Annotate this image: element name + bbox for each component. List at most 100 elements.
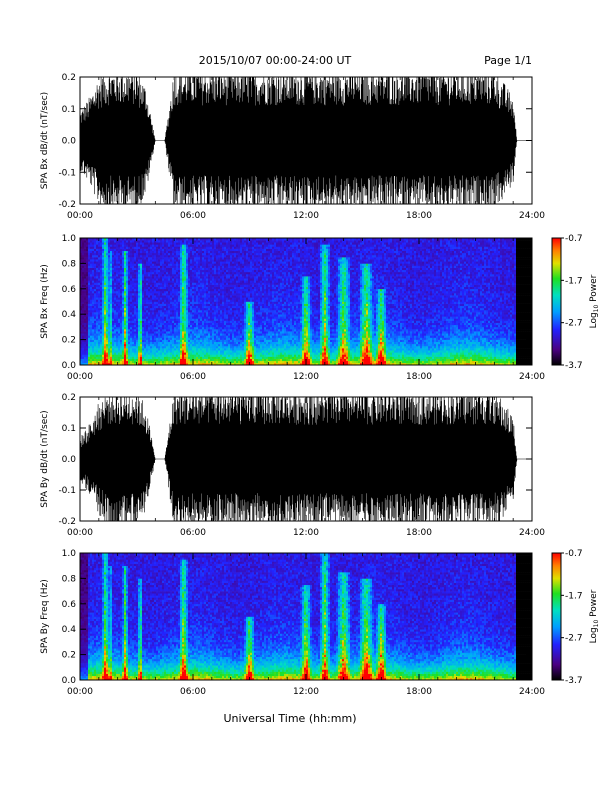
bx-spec-cell: [176, 240, 178, 242]
bx-spec-cell: [112, 327, 114, 329]
bx-spec-cell: [160, 325, 162, 327]
bx-spec-cell: [214, 257, 216, 259]
bx-spec-cell: [114, 316, 116, 318]
bx-spec-cell: [190, 310, 192, 312]
bx-spec-cell: [188, 274, 190, 276]
bx-spec-cell: [108, 280, 110, 282]
bx-spec-cell: [232, 316, 234, 318]
bx-spec-cell: [134, 321, 136, 323]
bx-spec-cell: [96, 244, 98, 246]
bx-spec-cell: [118, 357, 120, 359]
bx-spec-cell: [238, 327, 240, 329]
bx-spec-cell: [168, 361, 170, 363]
bx-spec-cell: [154, 261, 156, 263]
bx-spec-cell: [136, 354, 138, 356]
bx-spec-cell: [192, 335, 194, 337]
bx-spec-cell: [218, 278, 220, 280]
bx-spec-cell: [230, 318, 232, 320]
bx-spec-cell: [196, 244, 198, 246]
bx-spec-cell: [144, 329, 146, 331]
bx-spec-cell: [92, 287, 94, 289]
bx-spec-cell: [144, 251, 146, 253]
bx-spec-cell: [136, 285, 138, 287]
bx-spec-cell: [166, 318, 168, 320]
bx-spec-cell: [98, 329, 100, 331]
bx-spec-cell: [144, 304, 146, 306]
bx-spec-cell: [168, 274, 170, 276]
bx-spec-cell: [206, 335, 208, 337]
bx-spec-cell: [202, 329, 204, 331]
bx-spec-cell: [90, 253, 92, 255]
bx-spec-cell: [210, 337, 212, 339]
bx-spec-cell: [116, 251, 118, 253]
bx-spec-cell: [132, 318, 134, 320]
bx-spec-cell: [98, 289, 100, 291]
bx-spec-cell: [238, 350, 240, 352]
bx-spec-cell: [96, 270, 98, 272]
bx-spec-cell: [114, 287, 116, 289]
bx-spec-cell: [190, 325, 192, 327]
bx-spec-cell: [146, 346, 148, 348]
bx-spec-cell: [240, 285, 242, 287]
bx-spec-cell: [128, 261, 130, 263]
bx-spec-cell: [142, 293, 144, 295]
bx-spec-cell: [126, 240, 128, 242]
bx-spec-cell: [218, 302, 220, 304]
bx-spec-cell: [226, 276, 228, 278]
bx-spec-cell: [190, 287, 192, 289]
bx-spec-cell: [172, 350, 174, 352]
bx-spec-cell: [240, 331, 242, 333]
bx-spec-cell: [164, 287, 166, 289]
bx-spec-cell: [182, 306, 184, 308]
bx-spec-cell: [138, 350, 140, 352]
bx-spec-cell: [188, 316, 190, 318]
bx-spec-cell: [130, 354, 132, 356]
bx-spec-cell: [134, 352, 136, 354]
bx-spec-cell: [110, 255, 112, 257]
bx-spec-cell: [124, 259, 126, 261]
bx-spec-cell: [90, 337, 92, 339]
bx-spec-cell: [132, 335, 134, 337]
bx-spec-cell: [144, 306, 146, 308]
bx-spec-cell: [94, 344, 96, 346]
bx-spec-cell: [236, 359, 238, 361]
bx-spec-cell: [100, 280, 102, 282]
bx-spec-cell: [172, 312, 174, 314]
bx-spec-cell: [100, 331, 102, 333]
bx-spec-cell: [104, 259, 106, 261]
bx-spec-cell: [166, 297, 168, 299]
bx-spec-cell: [110, 297, 112, 299]
bx-spec-cell: [204, 316, 206, 318]
bx-spec-cell: [92, 344, 94, 346]
bx-spec-cell: [152, 266, 154, 268]
bx-spec-cell: [128, 263, 130, 265]
bx-spec-cell: [162, 295, 164, 297]
bx-spec-cell: [92, 308, 94, 310]
bx-spec-cell: [198, 342, 200, 344]
bx-spec-cell: [206, 293, 208, 295]
bx-spec-cell: [172, 287, 174, 289]
bx-spec-cell: [184, 270, 186, 272]
bx-spec-cell: [118, 246, 120, 248]
bx-spec-cell: [164, 302, 166, 304]
bx-spec-cell: [124, 261, 126, 263]
bx-spec-cell: [182, 304, 184, 306]
bx-spec-cell: [120, 280, 122, 282]
bx-spec-cell: [216, 278, 218, 280]
bx-spec-cell: [158, 302, 160, 304]
bx-spec-cell: [106, 323, 108, 325]
bx-spec-cell: [232, 342, 234, 344]
bx-spec-cell: [232, 293, 234, 295]
bx-spec-cell: [196, 350, 198, 352]
bx-spec-cell: [120, 263, 122, 265]
bx-spec-cell: [106, 255, 108, 257]
bx-spec-cell: [102, 244, 104, 246]
bx-spec-cell: [128, 342, 130, 344]
bx-spec-cell: [206, 344, 208, 346]
bx-spec-cell: [98, 244, 100, 246]
bx-spec-cell: [236, 312, 238, 314]
bx-spec-cell: [222, 333, 224, 335]
bx-spec-cell: [202, 352, 204, 354]
bx-spec-cell: [196, 325, 198, 327]
bx-spec-cell: [202, 354, 204, 356]
